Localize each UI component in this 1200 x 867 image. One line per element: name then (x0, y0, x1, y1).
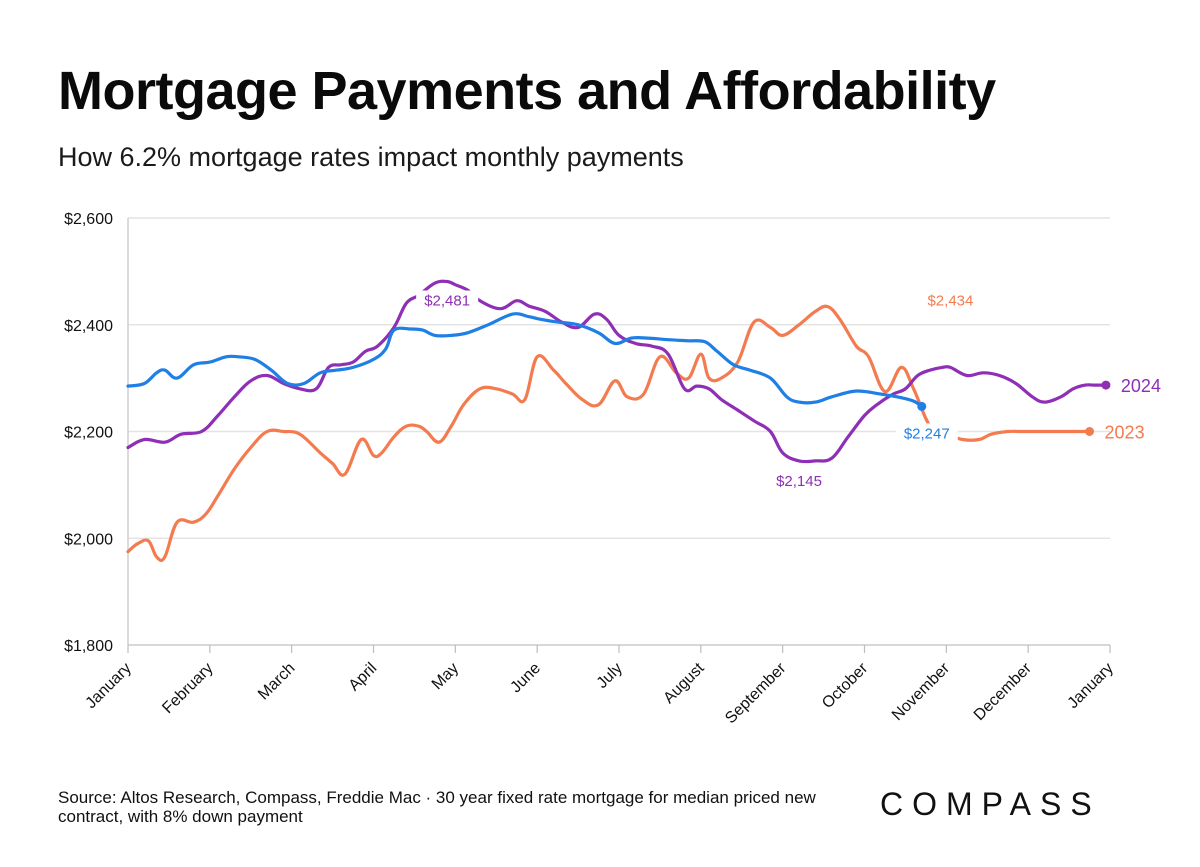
x-tick-label: April (346, 660, 381, 695)
series-2023-end-point (1085, 427, 1095, 436)
y-tick-label: $1,800 (64, 638, 113, 655)
compass-logo: COMPASS (880, 786, 1101, 822)
x-tick-label: December (971, 659, 1036, 724)
y-tick-label: $2,600 (64, 211, 113, 228)
x-tick-label: February (159, 660, 216, 717)
x-tick-label: January (83, 660, 135, 712)
annotation-label: $2,481 (424, 293, 470, 310)
chart-title: Mortgage Payments and Affordability (58, 61, 996, 121)
series-2023-end-label: 2023 (1105, 423, 1145, 443)
y-tick-label: $2,400 (64, 318, 113, 335)
x-axis: January February March April May June July Augu… (83, 644, 1117, 727)
y-tick-label: $2,200 (64, 425, 113, 442)
annotation-bg (416, 290, 479, 311)
annotation-label: $2,145 (776, 473, 822, 490)
annotation-bg (895, 423, 958, 444)
x-tick-label: November (889, 659, 954, 724)
annotation-bg (768, 470, 831, 491)
series-2025-end-point (917, 401, 927, 411)
annotation-label: $2,434 (927, 293, 973, 310)
line-chart: $1,800 $2,000 $2,200 $2,400 $2,600 January Fe… (64, 211, 1161, 727)
series-2025-line (126, 312, 924, 408)
source-note: Source: Altos Research, Compass, Freddie… (58, 788, 816, 826)
x-tick-label: September (722, 659, 790, 727)
series-2024-end-point (1101, 380, 1111, 390)
annotations: $2,434 $2,481 $2,145 $2,247 (416, 290, 982, 491)
series-lines: 2023 2024 (126, 279, 1161, 563)
x-tick-label: July (594, 660, 626, 692)
annotation-label: $2,247 (904, 425, 950, 442)
annotation-bg (919, 290, 982, 311)
x-tick-label: May (429, 660, 462, 693)
series-2024-end-label: 2024 (1121, 376, 1161, 396)
y-tick-label: $2,000 (64, 531, 113, 548)
chart-subtitle: How 6.2% mortgage rates impact monthly p… (58, 142, 684, 172)
x-tick-label: August (660, 659, 708, 707)
y-axis: $1,800 $2,000 $2,200 $2,400 $2,600 (64, 211, 129, 655)
x-tick-label: March (255, 660, 298, 703)
x-tick-label: June (507, 660, 544, 697)
x-tick-label: October (819, 659, 872, 712)
x-tick-label: January (1065, 660, 1117, 712)
